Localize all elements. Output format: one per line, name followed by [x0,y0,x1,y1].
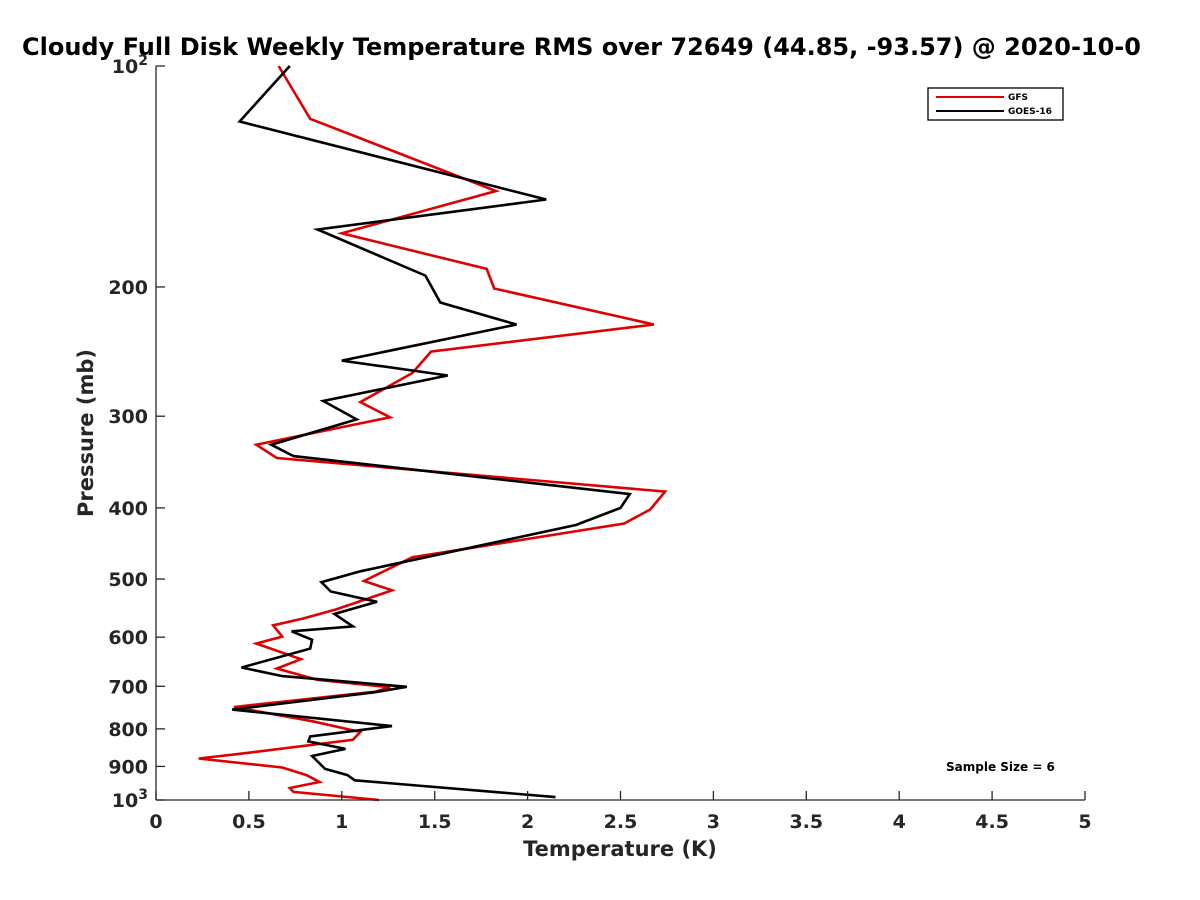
x-tick-label: 0 [149,811,162,833]
x-tick-label: 1 [335,811,348,833]
x-tick-label: 1.5 [418,811,452,833]
y-axis-ticks: 102 200 300 400 500 600 700 800 900 103 [108,53,165,812]
x-tick-label: 5 [1078,811,1091,833]
legend-label-gfs: GFS [1008,93,1028,103]
series-layer [198,65,668,802]
y-tick-label: 600 [108,627,148,649]
x-tick-label: 2.5 [604,811,638,833]
y-tick-label: 103 [112,787,148,812]
y-tick-label: 900 [108,756,148,778]
chart-title: Cloudy Full Disk Weekly Temperature RMS … [22,33,1141,61]
x-tick-label: 3 [707,811,720,833]
y-tick-label: 800 [108,719,148,741]
x-tick-label: 4 [893,811,906,833]
x-tick-label: 3.5 [789,811,823,833]
series-line-goes16 [232,65,633,799]
plot-area: 0 0.5 1 1.5 2 2.5 3 3.5 4 4.5 5 102 200 300 400 500 600… [108,53,1091,833]
y-tick-label: 700 [108,676,148,698]
y-tick-label: 400 [108,498,148,520]
legend-label-goes16: GOES-16 [1008,107,1052,117]
series-line-gfs [198,65,668,802]
y-tick-label: 200 [108,277,148,299]
y-axis-label: Pressure (mb) [74,349,98,517]
x-axis-label: Temperature (K) [523,837,717,861]
x-tick-label: 4.5 [975,811,1009,833]
y-tick-label: 500 [108,569,148,591]
y-tick-label: 300 [108,406,148,428]
x-tick-label: 0.5 [232,811,266,833]
y-tick-label: 102 [112,53,148,78]
sample-size-annotation: Sample Size = 6 [946,760,1055,774]
legend: GFS GOES-16 [927,87,1064,121]
legend-box [927,87,1064,121]
x-axis-ticks: 0 0.5 1 1.5 2 2.5 3 3.5 4 4.5 5 [149,791,1092,833]
x-tick-label: 2 [521,811,534,833]
